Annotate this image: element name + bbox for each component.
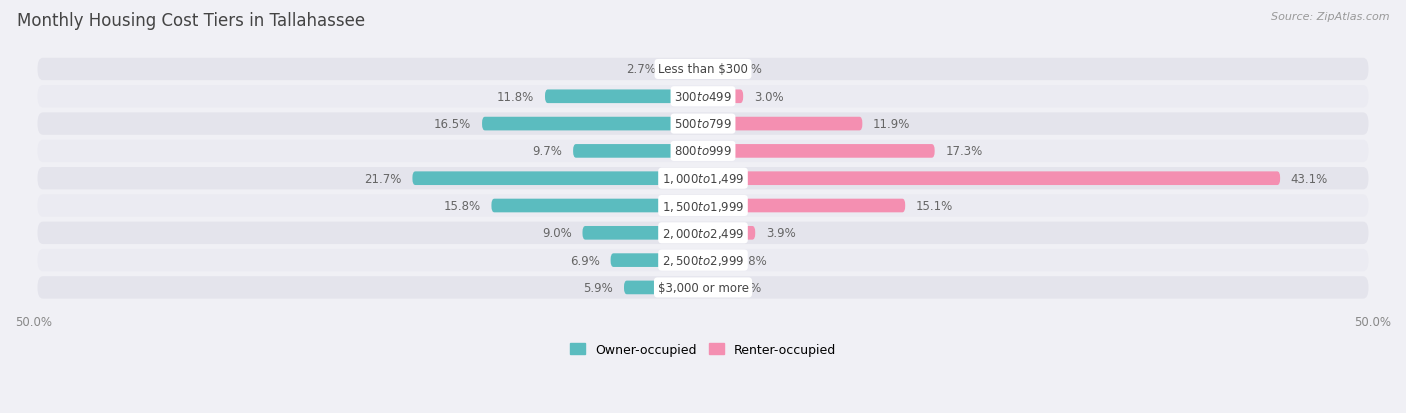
FancyBboxPatch shape [492, 199, 703, 213]
Text: 3.0%: 3.0% [754, 90, 783, 104]
FancyBboxPatch shape [582, 226, 703, 240]
FancyBboxPatch shape [703, 63, 721, 76]
FancyBboxPatch shape [546, 90, 703, 104]
Text: $300 to $499: $300 to $499 [673, 90, 733, 104]
Text: 11.8%: 11.8% [498, 90, 534, 104]
FancyBboxPatch shape [38, 59, 1368, 81]
Text: $800 to $999: $800 to $999 [673, 145, 733, 158]
Text: 3.9%: 3.9% [766, 227, 796, 240]
FancyBboxPatch shape [412, 172, 703, 185]
Text: 11.9%: 11.9% [873, 118, 911, 131]
FancyBboxPatch shape [38, 86, 1368, 108]
Text: $500 to $799: $500 to $799 [673, 118, 733, 131]
Text: 21.7%: 21.7% [364, 172, 402, 185]
FancyBboxPatch shape [38, 249, 1368, 272]
FancyBboxPatch shape [610, 254, 703, 267]
Text: $1,500 to $1,999: $1,500 to $1,999 [662, 199, 744, 213]
Text: 5.9%: 5.9% [583, 281, 613, 294]
FancyBboxPatch shape [703, 199, 905, 213]
FancyBboxPatch shape [38, 113, 1368, 135]
Text: 15.1%: 15.1% [915, 199, 953, 213]
Text: 16.5%: 16.5% [434, 118, 471, 131]
Text: 9.7%: 9.7% [533, 145, 562, 158]
Text: 1.8%: 1.8% [738, 254, 768, 267]
Text: Source: ZipAtlas.com: Source: ZipAtlas.com [1271, 12, 1389, 22]
Text: 15.8%: 15.8% [444, 199, 481, 213]
FancyBboxPatch shape [666, 63, 703, 76]
Legend: Owner-occupied, Renter-occupied: Owner-occupied, Renter-occupied [565, 338, 841, 361]
Text: 17.3%: 17.3% [945, 145, 983, 158]
FancyBboxPatch shape [574, 145, 703, 158]
Text: 43.1%: 43.1% [1291, 172, 1329, 185]
FancyBboxPatch shape [38, 195, 1368, 217]
Text: 6.9%: 6.9% [569, 254, 600, 267]
Text: 1.4%: 1.4% [733, 63, 762, 76]
FancyBboxPatch shape [38, 140, 1368, 163]
FancyBboxPatch shape [703, 226, 755, 240]
FancyBboxPatch shape [703, 90, 744, 104]
Text: 0.76%: 0.76% [724, 281, 761, 294]
Text: 2.7%: 2.7% [626, 63, 657, 76]
Text: 9.0%: 9.0% [543, 227, 572, 240]
FancyBboxPatch shape [703, 145, 935, 158]
Text: $3,000 or more: $3,000 or more [658, 281, 748, 294]
Text: $2,500 to $2,999: $2,500 to $2,999 [662, 254, 744, 268]
FancyBboxPatch shape [38, 277, 1368, 299]
Text: $1,000 to $1,499: $1,000 to $1,499 [662, 172, 744, 186]
FancyBboxPatch shape [482, 117, 703, 131]
FancyBboxPatch shape [624, 281, 703, 294]
FancyBboxPatch shape [38, 168, 1368, 190]
FancyBboxPatch shape [703, 281, 713, 294]
FancyBboxPatch shape [703, 172, 1279, 185]
Text: Monthly Housing Cost Tiers in Tallahassee: Monthly Housing Cost Tiers in Tallahasse… [17, 12, 366, 30]
Text: Less than $300: Less than $300 [658, 63, 748, 76]
Text: $2,000 to $2,499: $2,000 to $2,499 [662, 226, 744, 240]
FancyBboxPatch shape [703, 117, 862, 131]
FancyBboxPatch shape [38, 222, 1368, 244]
FancyBboxPatch shape [703, 254, 727, 267]
